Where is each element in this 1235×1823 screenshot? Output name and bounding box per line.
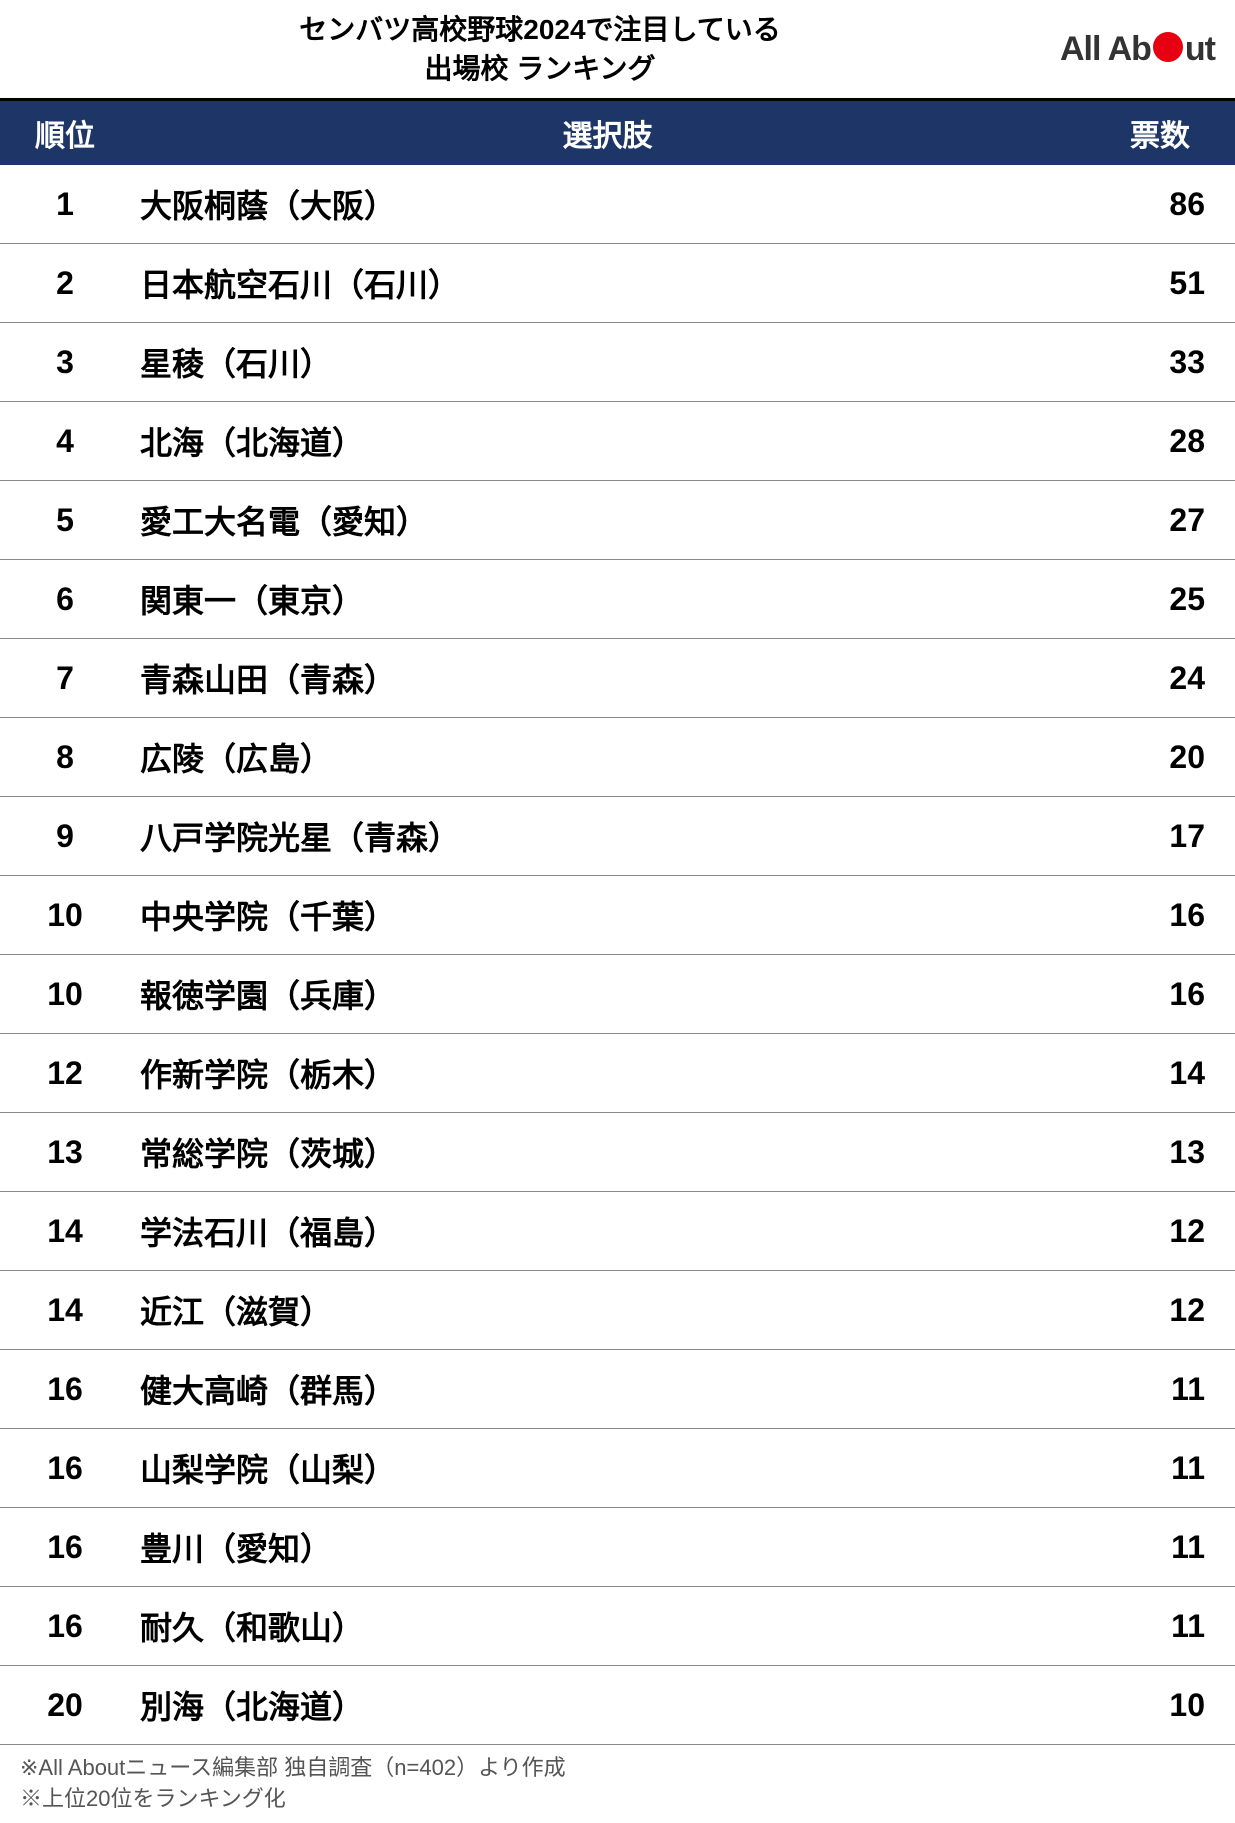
cell-votes: 11	[1085, 1513, 1235, 1582]
cell-choice: 星稜（石川）	[130, 323, 1085, 401]
table-row: 20別海（北海道）10	[0, 1666, 1235, 1745]
cell-choice: 日本航空石川（石川）	[130, 244, 1085, 322]
table-row: 12作新学院（栃木）14	[0, 1034, 1235, 1113]
cell-choice: 耐久（和歌山）	[130, 1587, 1085, 1665]
table-body: 1大阪桐蔭（大阪）862日本航空石川（石川）513星稜（石川）334北海（北海道…	[0, 165, 1235, 1745]
table-row: 10報徳学園（兵庫）16	[0, 955, 1235, 1034]
cell-choice: 八戸学院光星（青森）	[130, 797, 1085, 875]
cell-votes: 11	[1085, 1592, 1235, 1661]
cell-rank: 14	[0, 1197, 130, 1266]
cell-choice: 常総学院（茨城）	[130, 1113, 1085, 1191]
column-header-rank: 順位	[0, 101, 130, 165]
cell-choice: 報徳学園（兵庫）	[130, 955, 1085, 1033]
table-row: 16耐久（和歌山）11	[0, 1587, 1235, 1666]
cell-votes: 12	[1085, 1276, 1235, 1345]
cell-choice: 広陵（広島）	[130, 718, 1085, 796]
table-row: 14近江（滋賀）12	[0, 1271, 1235, 1350]
cell-rank: 8	[0, 723, 130, 792]
cell-rank: 3	[0, 328, 130, 397]
cell-votes: 14	[1085, 1039, 1235, 1108]
cell-rank: 4	[0, 407, 130, 476]
ranking-container: センバツ高校野球2024で注目している 出場校 ランキング All Ab ut …	[0, 0, 1235, 1823]
cell-votes: 12	[1085, 1197, 1235, 1266]
table-row: 16豊川（愛知）11	[0, 1508, 1235, 1587]
table-row: 4北海（北海道）28	[0, 402, 1235, 481]
cell-choice: 豊川（愛知）	[130, 1508, 1085, 1586]
table-row: 1大阪桐蔭（大阪）86	[0, 165, 1235, 244]
cell-rank: 14	[0, 1276, 130, 1345]
table-row: 7青森山田（青森）24	[0, 639, 1235, 718]
cell-votes: 13	[1085, 1118, 1235, 1187]
cell-rank: 2	[0, 249, 130, 318]
title-line-2: 出場校 ランキング	[20, 49, 1060, 88]
cell-choice: 別海（北海道）	[130, 1666, 1085, 1744]
table-row: 2日本航空石川（石川）51	[0, 244, 1235, 323]
table-row: 16山梨学院（山梨）11	[0, 1429, 1235, 1508]
cell-choice: 健大高崎（群馬）	[130, 1350, 1085, 1428]
cell-votes: 11	[1085, 1355, 1235, 1424]
cell-votes: 86	[1085, 170, 1235, 239]
cell-votes: 33	[1085, 328, 1235, 397]
footer-line-2: ※上位20位をランキング化	[20, 1784, 1215, 1815]
cell-rank: 16	[0, 1513, 130, 1582]
cell-rank: 6	[0, 565, 130, 634]
cell-votes: 11	[1085, 1434, 1235, 1503]
cell-choice: 愛工大名電（愛知）	[130, 481, 1085, 559]
table-row: 6関東一（東京）25	[0, 560, 1235, 639]
logo-circle-icon	[1153, 32, 1183, 62]
cell-rank: 16	[0, 1434, 130, 1503]
table-row: 3星稜（石川）33	[0, 323, 1235, 402]
logo-text-after: ut	[1185, 30, 1215, 69]
allabout-logo: All Ab ut	[1060, 30, 1215, 69]
cell-rank: 9	[0, 802, 130, 871]
cell-votes: 17	[1085, 802, 1235, 871]
cell-votes: 10	[1085, 1671, 1235, 1740]
cell-votes: 24	[1085, 644, 1235, 713]
table-row: 9八戸学院光星（青森）17	[0, 797, 1235, 876]
cell-rank: 16	[0, 1355, 130, 1424]
table-row: 8広陵（広島）20	[0, 718, 1235, 797]
cell-votes: 20	[1085, 723, 1235, 792]
table-header: 順位 選択肢 票数	[0, 101, 1235, 165]
cell-rank: 1	[0, 170, 130, 239]
cell-rank: 5	[0, 486, 130, 555]
cell-rank: 12	[0, 1039, 130, 1108]
cell-rank: 16	[0, 1592, 130, 1661]
page-title: センバツ高校野球2024で注目している 出場校 ランキング	[20, 10, 1060, 88]
column-header-votes: 票数	[1085, 101, 1235, 165]
footer-notes: ※All Aboutニュース編集部 独自調査（n=402）より作成 ※上位20位…	[0, 1745, 1235, 1823]
cell-votes: 16	[1085, 881, 1235, 950]
table-row: 5愛工大名電（愛知）27	[0, 481, 1235, 560]
cell-rank: 13	[0, 1118, 130, 1187]
cell-choice: 近江（滋賀）	[130, 1271, 1085, 1349]
cell-rank: 10	[0, 960, 130, 1029]
cell-rank: 20	[0, 1671, 130, 1740]
cell-rank: 10	[0, 881, 130, 950]
footer-line-1: ※All Aboutニュース編集部 独自調査（n=402）より作成	[20, 1753, 1215, 1784]
table-row: 13常総学院（茨城）13	[0, 1113, 1235, 1192]
table-row: 16健大高崎（群馬）11	[0, 1350, 1235, 1429]
cell-rank: 7	[0, 644, 130, 713]
cell-votes: 25	[1085, 565, 1235, 634]
cell-votes: 28	[1085, 407, 1235, 476]
title-line-1: センバツ高校野球2024で注目している	[20, 10, 1060, 49]
logo-text-before: All Ab	[1060, 30, 1151, 69]
table-row: 14学法石川（福島）12	[0, 1192, 1235, 1271]
cell-choice: 関東一（東京）	[130, 560, 1085, 638]
cell-choice: 学法石川（福島）	[130, 1192, 1085, 1270]
column-header-choice: 選択肢	[130, 101, 1085, 165]
header: センバツ高校野球2024で注目している 出場校 ランキング All Ab ut	[0, 0, 1235, 101]
cell-choice: 北海（北海道）	[130, 402, 1085, 480]
cell-votes: 27	[1085, 486, 1235, 555]
cell-votes: 51	[1085, 249, 1235, 318]
cell-choice: 中央学院（千葉）	[130, 876, 1085, 954]
cell-choice: 大阪桐蔭（大阪）	[130, 165, 1085, 243]
cell-votes: 16	[1085, 960, 1235, 1029]
cell-choice: 作新学院（栃木）	[130, 1034, 1085, 1112]
cell-choice: 山梨学院（山梨）	[130, 1429, 1085, 1507]
cell-choice: 青森山田（青森）	[130, 639, 1085, 717]
table-row: 10中央学院（千葉）16	[0, 876, 1235, 955]
